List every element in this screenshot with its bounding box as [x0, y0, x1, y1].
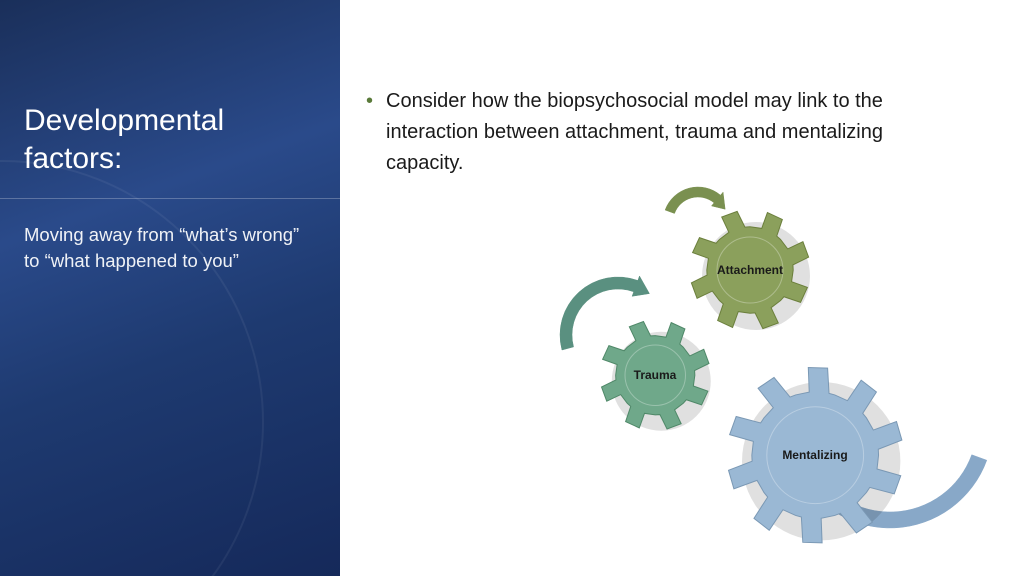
gear-mentalizing: Mentalizing	[714, 354, 916, 556]
gear-label-attachment: Attachment	[717, 263, 783, 277]
slide-title: Developmental factors:	[24, 102, 224, 179]
bullet-text: Consider how the biopsychosocial model m…	[386, 86, 964, 179]
gear-label-mentalizing: Mentalizing	[782, 448, 847, 462]
main-panel: Consider how the biopsychosocial model m…	[340, 0, 1024, 576]
sidebar-panel: Developmental factors: Moving away from …	[0, 0, 340, 576]
gear-trauma: Trauma	[592, 312, 719, 439]
gear-label-trauma: Trauma	[634, 368, 677, 382]
gear-diagram: Attachment Trauma Mentalizing	[460, 210, 960, 560]
divider	[0, 198, 340, 199]
slide-subtitle: Moving away from “what’s wrong” to “what…	[24, 222, 300, 273]
slide: Developmental factors: Moving away from …	[0, 0, 1024, 576]
